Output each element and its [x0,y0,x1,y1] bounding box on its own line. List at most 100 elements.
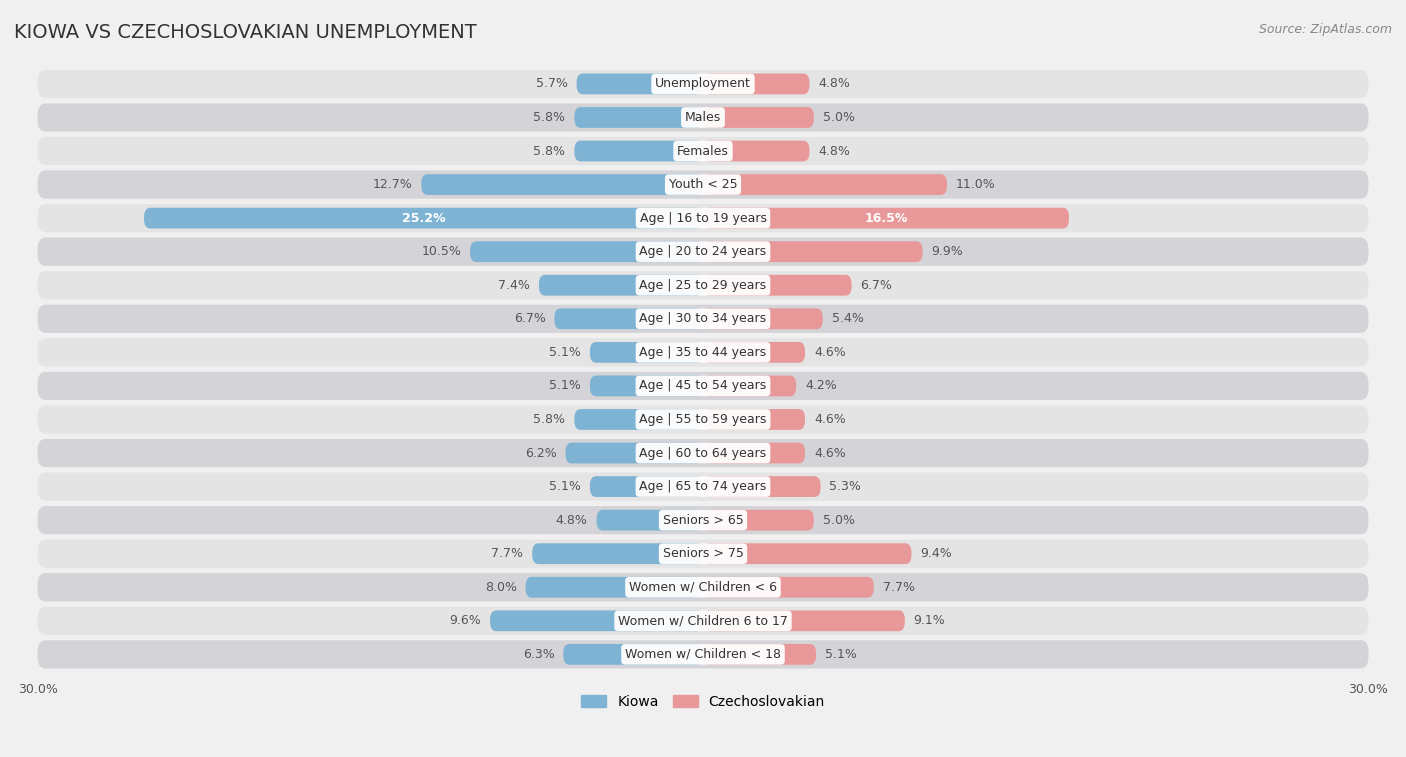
Text: Age | 35 to 44 years: Age | 35 to 44 years [640,346,766,359]
Text: 7.7%: 7.7% [491,547,523,560]
Text: Age | 45 to 54 years: Age | 45 to 54 years [640,379,766,392]
FancyBboxPatch shape [491,610,703,631]
FancyBboxPatch shape [703,308,823,329]
Text: Age | 25 to 29 years: Age | 25 to 29 years [640,279,766,291]
Text: Age | 55 to 59 years: Age | 55 to 59 years [640,413,766,426]
FancyBboxPatch shape [38,104,1368,132]
FancyBboxPatch shape [703,644,815,665]
Text: Source: ZipAtlas.com: Source: ZipAtlas.com [1258,23,1392,36]
FancyBboxPatch shape [703,275,852,296]
Text: 6.2%: 6.2% [524,447,557,459]
Text: 4.6%: 4.6% [814,413,845,426]
Text: 9.9%: 9.9% [931,245,963,258]
Text: Males: Males [685,111,721,124]
Text: KIOWA VS CZECHOSLOVAKIAN UNEMPLOYMENT: KIOWA VS CZECHOSLOVAKIAN UNEMPLOYMENT [14,23,477,42]
Text: 5.7%: 5.7% [536,77,568,90]
FancyBboxPatch shape [574,409,703,430]
FancyBboxPatch shape [574,141,703,161]
Text: 6.7%: 6.7% [860,279,893,291]
FancyBboxPatch shape [143,207,703,229]
FancyBboxPatch shape [591,375,703,397]
Text: 25.2%: 25.2% [402,212,446,225]
Text: 5.4%: 5.4% [832,313,863,326]
Text: 5.0%: 5.0% [823,514,855,527]
Text: 7.4%: 7.4% [498,279,530,291]
FancyBboxPatch shape [38,238,1368,266]
FancyBboxPatch shape [533,544,703,564]
Text: 4.8%: 4.8% [818,77,851,90]
FancyBboxPatch shape [38,506,1368,534]
FancyBboxPatch shape [576,73,703,95]
FancyBboxPatch shape [703,443,806,463]
FancyBboxPatch shape [38,606,1368,635]
Text: 6.7%: 6.7% [513,313,546,326]
Text: 4.8%: 4.8% [818,145,851,157]
FancyBboxPatch shape [703,544,911,564]
Text: 4.6%: 4.6% [814,447,845,459]
FancyBboxPatch shape [538,275,703,296]
Text: 8.0%: 8.0% [485,581,516,593]
FancyBboxPatch shape [38,137,1368,165]
FancyBboxPatch shape [38,372,1368,400]
Text: 5.1%: 5.1% [825,648,856,661]
Text: 5.1%: 5.1% [550,480,581,493]
Text: 4.2%: 4.2% [806,379,837,392]
Text: 5.0%: 5.0% [823,111,855,124]
FancyBboxPatch shape [564,644,703,665]
Text: 11.0%: 11.0% [956,178,995,191]
FancyBboxPatch shape [703,476,821,497]
FancyBboxPatch shape [703,375,796,397]
Legend: Kiowa, Czechoslovakian: Kiowa, Czechoslovakian [575,689,831,714]
FancyBboxPatch shape [703,409,806,430]
FancyBboxPatch shape [38,640,1368,668]
FancyBboxPatch shape [703,342,806,363]
FancyBboxPatch shape [703,610,905,631]
FancyBboxPatch shape [591,476,703,497]
Text: Youth < 25: Youth < 25 [669,178,737,191]
FancyBboxPatch shape [38,271,1368,299]
FancyBboxPatch shape [38,573,1368,601]
Text: Age | 16 to 19 years: Age | 16 to 19 years [640,212,766,225]
FancyBboxPatch shape [565,443,703,463]
FancyBboxPatch shape [38,70,1368,98]
FancyBboxPatch shape [38,540,1368,568]
Text: 12.7%: 12.7% [373,178,412,191]
FancyBboxPatch shape [574,107,703,128]
FancyBboxPatch shape [591,342,703,363]
FancyBboxPatch shape [38,338,1368,366]
Text: Unemployment: Unemployment [655,77,751,90]
FancyBboxPatch shape [38,406,1368,434]
Text: 5.1%: 5.1% [550,379,581,392]
FancyBboxPatch shape [554,308,703,329]
FancyBboxPatch shape [703,141,810,161]
Text: 9.1%: 9.1% [914,615,945,628]
FancyBboxPatch shape [703,174,948,195]
Text: 16.5%: 16.5% [865,212,908,225]
Text: 4.6%: 4.6% [814,346,845,359]
FancyBboxPatch shape [703,509,814,531]
Text: 4.8%: 4.8% [555,514,588,527]
FancyBboxPatch shape [38,305,1368,333]
Text: 5.3%: 5.3% [830,480,862,493]
Text: 5.1%: 5.1% [550,346,581,359]
FancyBboxPatch shape [470,241,703,262]
Text: 5.8%: 5.8% [533,413,565,426]
Text: 7.7%: 7.7% [883,581,915,593]
FancyBboxPatch shape [703,73,810,95]
FancyBboxPatch shape [38,472,1368,500]
Text: Seniors > 75: Seniors > 75 [662,547,744,560]
Text: 5.8%: 5.8% [533,111,565,124]
FancyBboxPatch shape [526,577,703,598]
Text: 10.5%: 10.5% [422,245,461,258]
Text: 6.3%: 6.3% [523,648,554,661]
FancyBboxPatch shape [422,174,703,195]
Text: Women w/ Children < 6: Women w/ Children < 6 [628,581,778,593]
Text: 9.6%: 9.6% [450,615,481,628]
Text: Seniors > 65: Seniors > 65 [662,514,744,527]
FancyBboxPatch shape [703,107,814,128]
Text: Age | 60 to 64 years: Age | 60 to 64 years [640,447,766,459]
Text: Age | 65 to 74 years: Age | 65 to 74 years [640,480,766,493]
FancyBboxPatch shape [703,207,1069,229]
FancyBboxPatch shape [703,241,922,262]
Text: 5.8%: 5.8% [533,145,565,157]
